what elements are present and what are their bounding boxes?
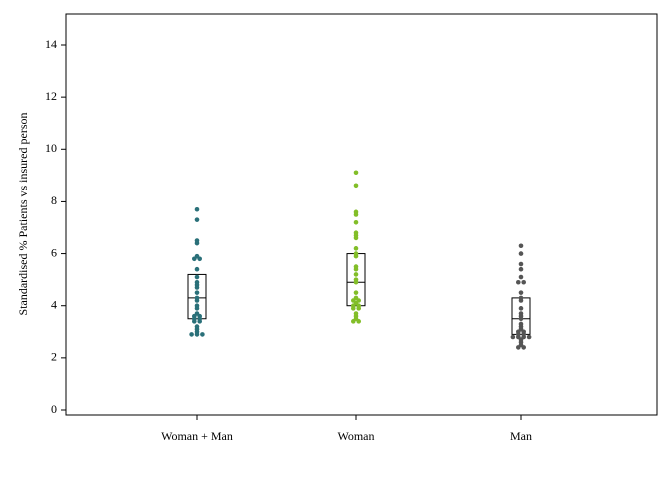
data-point <box>353 183 359 189</box>
data-point <box>510 334 516 340</box>
data-point <box>518 306 524 311</box>
data-point <box>353 295 359 301</box>
plot-frame <box>65 13 658 416</box>
x-category-label: Woman <box>337 429 374 443</box>
data-point <box>353 311 359 316</box>
data-point <box>518 295 524 301</box>
data-point <box>353 272 359 277</box>
data-point <box>353 290 359 295</box>
data-point <box>194 324 200 329</box>
data-point <box>194 206 200 212</box>
data-point <box>353 264 359 269</box>
y-tick-label: 6 <box>51 245 57 259</box>
data-point <box>518 243 524 249</box>
x-category-label: Man <box>510 429 532 443</box>
data-point <box>518 266 524 272</box>
data-point <box>194 266 200 272</box>
y-tick-label: 12 <box>45 89 57 103</box>
y-tick-label: 4 <box>51 297 57 311</box>
data-point <box>194 217 200 222</box>
y-axis-title: Standardised % Patients vs insured perso… <box>16 113 30 316</box>
series-dots <box>189 206 205 337</box>
data-point <box>518 274 524 280</box>
data-point <box>353 209 359 215</box>
data-point <box>518 251 524 256</box>
y-tick-label: 14 <box>45 37 57 51</box>
dot-layer <box>189 170 532 350</box>
data-point <box>516 279 521 285</box>
data-point <box>194 303 200 309</box>
data-point <box>353 219 359 225</box>
series-dots <box>510 243 532 350</box>
data-point <box>518 261 524 267</box>
data-point <box>194 279 200 285</box>
data-point <box>353 246 359 251</box>
data-point <box>200 332 205 337</box>
data-point <box>353 277 359 282</box>
y-tick-label: 2 <box>51 350 57 364</box>
data-point <box>353 170 359 176</box>
data-point <box>353 230 359 236</box>
quartile-box <box>187 273 207 320</box>
y-tick-label: 0 <box>51 402 57 416</box>
data-point <box>518 321 524 327</box>
data-point <box>526 334 532 340</box>
data-point <box>194 238 200 243</box>
y-axis: 0 2 4 6 8 10 12 14 <box>45 37 66 416</box>
data-point <box>194 295 200 301</box>
data-point <box>194 290 200 295</box>
data-point <box>194 311 200 316</box>
data-point <box>518 311 524 316</box>
series-dots <box>351 170 362 324</box>
data-point <box>194 253 200 259</box>
data-point <box>194 274 200 280</box>
data-point <box>521 279 526 285</box>
x-category-label: Woman + Man <box>161 429 233 443</box>
y-tick-label: 8 <box>51 193 57 207</box>
data-point <box>518 290 524 295</box>
data-point <box>189 332 194 337</box>
x-axis: Woman + Man Woman Man <box>161 415 532 443</box>
data-point <box>353 251 359 256</box>
y-tick-label: 10 <box>45 141 57 155</box>
